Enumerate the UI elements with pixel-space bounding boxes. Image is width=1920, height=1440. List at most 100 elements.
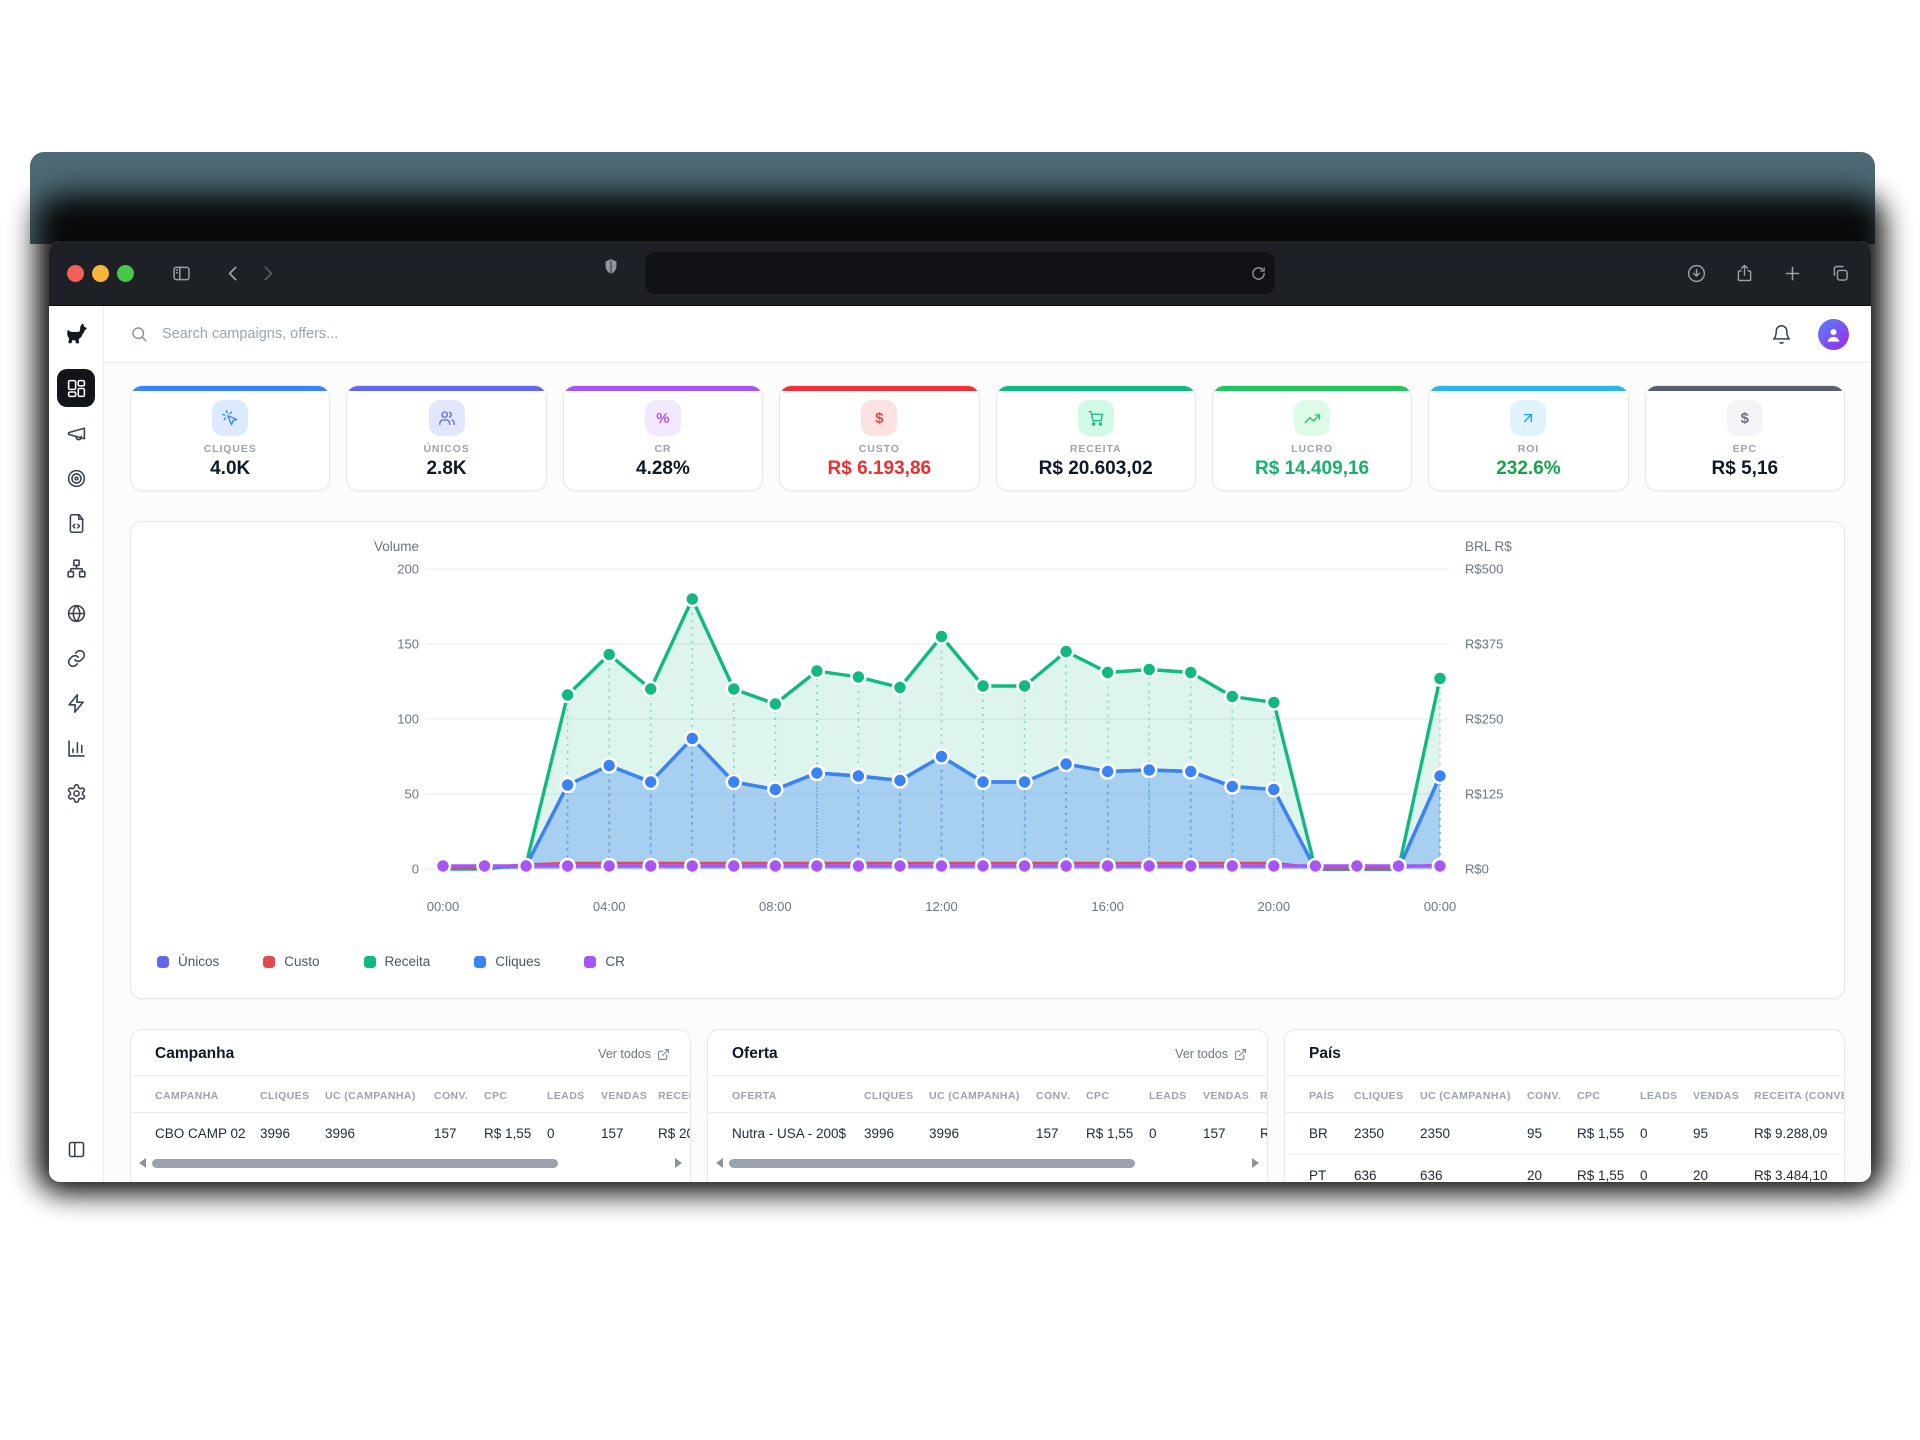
app-logo[interactable] xyxy=(49,306,103,362)
table-row[interactable]: BR 2350 2350 95 R$ 1,55 0 95 R$ 9.288,09 xyxy=(1285,1113,1844,1155)
column-header: RECEITA (CONVERTIDA) xyxy=(1260,1076,1267,1113)
zoom-window-button[interactable] xyxy=(117,264,134,282)
sidebar-item-links[interactable] xyxy=(57,639,95,677)
trending-up-icon xyxy=(1304,414,1321,424)
kpi-card-roi[interactable]: ROI 232.6% xyxy=(1428,385,1629,491)
scrollbar-track[interactable] xyxy=(727,1158,1248,1168)
legend-item-únicos[interactable]: Únicos xyxy=(157,954,219,969)
sidebar-item-reports[interactable] xyxy=(57,729,95,767)
privacy-shield-icon[interactable] xyxy=(601,257,621,282)
kpi-card-lucro[interactable]: LUCRO R$ 14.409,16 xyxy=(1211,385,1413,491)
horizontal-scrollbar[interactable] xyxy=(139,1155,682,1171)
scrollbar-thumb[interactable] xyxy=(729,1158,1136,1168)
ver-todos-link[interactable]: Ver todos xyxy=(1175,1047,1247,1061)
app-header xyxy=(104,306,1871,363)
reload-icon[interactable] xyxy=(1241,258,1275,288)
kpi-card-epc[interactable]: $ EPC R$ 5,16 xyxy=(1644,385,1845,491)
network-icon xyxy=(66,558,86,578)
metric-label: EPC xyxy=(1732,443,1757,455)
sidebar-item-offers[interactable] xyxy=(57,459,95,497)
table-row[interactable]: CBO CAMP 02 3996 3996 157 R$ 1,55 0 157 R$ 20.6… xyxy=(131,1113,690,1155)
scroll-right-arrow[interactable] xyxy=(1252,1158,1259,1168)
legend-label: Únicos xyxy=(178,954,220,969)
table-cell: 157 xyxy=(1036,1126,1059,1141)
browser-window: CLIQUES 4.0K ÚNICOS 2.8K % CR 4.28% $ CUSTO R$ 6.… xyxy=(49,241,1871,1182)
sidebar-item-landing-pages[interactable] xyxy=(57,504,95,542)
search-icon xyxy=(132,327,147,342)
browser-titlebar xyxy=(49,241,1871,306)
close-window-button[interactable] xyxy=(67,264,84,282)
external-link-icon xyxy=(658,1048,669,1060)
data-table: CAMPANHA CLIQUES UC (CAMPANHA) CONV. CPC LEAD… xyxy=(131,1076,690,1154)
kpi-accent-bar xyxy=(1429,386,1628,391)
side-rail-items xyxy=(57,362,95,812)
notifications-button[interactable] xyxy=(1764,317,1798,351)
column-header: CPC xyxy=(1086,1076,1149,1113)
metric-value: 2.8K xyxy=(426,458,467,479)
svg-text:20:00: 20:00 xyxy=(1258,899,1291,914)
column-header: CONV. xyxy=(1527,1076,1577,1113)
sidebar-item-settings[interactable] xyxy=(57,774,95,812)
scrollbar-thumb[interactable] xyxy=(152,1158,559,1168)
sidebar-item-campaigns[interactable] xyxy=(57,414,95,452)
column-header: CLIQUES xyxy=(1354,1076,1420,1113)
table-cell: 636 xyxy=(1354,1154,1420,1182)
tab-overview-icon[interactable] xyxy=(1823,258,1857,288)
legend-item-cr[interactable]: CR xyxy=(584,954,625,969)
scrollbar-track[interactable] xyxy=(150,1158,671,1168)
horizontal-scrollbar[interactable] xyxy=(716,1155,1259,1171)
metric-label: LUCRO xyxy=(1291,443,1333,455)
table-card-header: Campanha Ver todos xyxy=(131,1030,690,1076)
global-search[interactable] xyxy=(130,325,1752,343)
share-icon[interactable] xyxy=(1727,258,1761,288)
kpi-accent-bar xyxy=(131,386,330,391)
forward-button[interactable] xyxy=(250,258,284,288)
sidebar-item-domains[interactable] xyxy=(57,594,95,632)
table-scroll-area[interactable]: CAMPANHA CLIQUES UC (CAMPANHA) CONV. CPC LEAD… xyxy=(131,1076,690,1154)
downloads-icon[interactable] xyxy=(1679,258,1713,288)
legend-item-custo[interactable]: Custo xyxy=(263,954,320,969)
table-scroll-area[interactable]: OFERTA CLIQUES UC (CAMPANHA) CONV. CPC LEADS V… xyxy=(708,1076,1267,1154)
back-button[interactable] xyxy=(216,258,250,288)
user-avatar[interactable] xyxy=(1818,318,1849,350)
sidebar-item-automations[interactable] xyxy=(57,684,95,722)
minimize-window-button[interactable] xyxy=(92,264,109,282)
column-header: CPC xyxy=(1577,1076,1640,1113)
kpi-card-cr[interactable]: % CR 4.28% xyxy=(562,385,764,491)
table-cell: R$ 9.288,09 xyxy=(1754,1126,1828,1141)
browser-sidebar-toggle-icon[interactable] xyxy=(164,258,198,288)
metric-label: ÚNICOS xyxy=(423,443,470,455)
volume-brl-chart: 0 R$0 50 R$125 100 R$250 150 R$375 200 R$500 Volum… xyxy=(374,539,1512,914)
kpi-accent-bar xyxy=(347,386,546,391)
kpi-card-receita[interactable]: RECEITA R$ 20.603,02 xyxy=(995,385,1196,491)
table-scroll-area[interactable]: PAÍS CLIQUES UC (CAMPANHA) CONV. CPC LEADS VEN… xyxy=(1285,1076,1844,1182)
table-cell: R$ 1,55 xyxy=(1577,1126,1625,1141)
table-row[interactable]: Nutra - USA - 200$ 3996 3996 157 R$ 1,55 0 157… xyxy=(708,1113,1267,1155)
svg-text:12:00: 12:00 xyxy=(925,899,958,914)
kpi-card-custo[interactable]: $ CUSTO R$ 6.193,86 xyxy=(779,385,980,491)
ver-todos-link[interactable]: Ver todos xyxy=(598,1047,670,1061)
url-bar[interactable] xyxy=(645,252,1275,294)
table-cell: PT xyxy=(1285,1154,1354,1182)
sidebar-item-collapse-sidebar[interactable] xyxy=(57,1130,95,1168)
chart-card: 0 R$0 50 R$125 100 R$250 150 R$375 200 R$500 Volum… xyxy=(130,521,1845,999)
legend-item-receita[interactable]: Receita xyxy=(363,954,430,969)
legend-label: Cliques xyxy=(495,954,541,969)
metric-label: RECEITA xyxy=(1069,443,1122,455)
new-tab-icon[interactable] xyxy=(1775,258,1809,288)
scroll-right-arrow[interactable] xyxy=(675,1158,682,1168)
arrow-up-right-icon xyxy=(1524,413,1533,423)
scroll-left-arrow[interactable] xyxy=(139,1158,146,1168)
search-input[interactable] xyxy=(160,325,1752,343)
legend-label: CR xyxy=(605,954,625,969)
sidebar-item-funnels[interactable] xyxy=(57,549,95,587)
column-header: VENDAS xyxy=(1693,1076,1754,1113)
kpi-card-cliques[interactable]: CLIQUES 4.0K xyxy=(130,385,331,491)
legend-item-cliques[interactable]: Cliques xyxy=(474,954,540,969)
table-row[interactable]: PT 636 636 20 R$ 1,55 0 20 R$ 3.484,10 xyxy=(1285,1154,1844,1182)
metric-value: R$ 20.603,02 xyxy=(1038,458,1153,479)
sidebar-item-dashboard[interactable] xyxy=(57,369,95,407)
kpi-card-únicos[interactable]: ÚNICOS 2.8K xyxy=(346,385,547,491)
scroll-left-arrow[interactable] xyxy=(716,1158,723,1168)
user-icon xyxy=(1827,328,1840,342)
